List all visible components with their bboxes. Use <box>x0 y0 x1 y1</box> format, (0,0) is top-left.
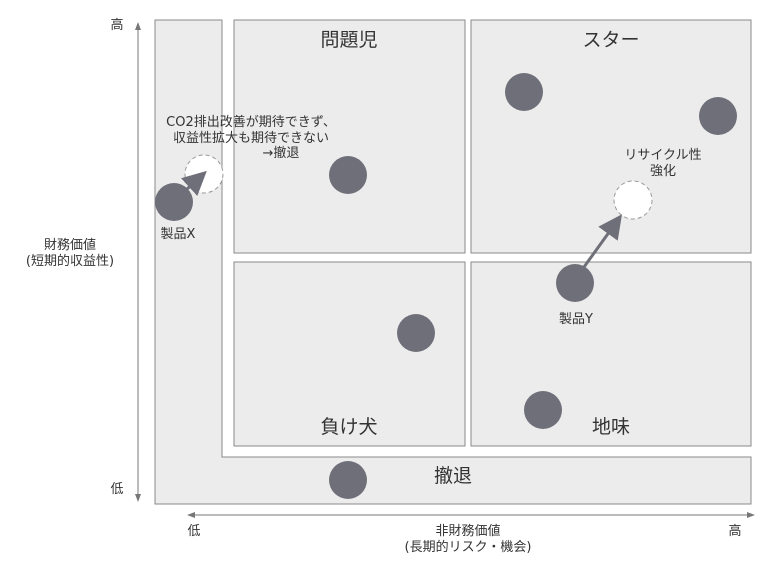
x-axis-title: 非財務価値 (長期的リスク・機会) <box>405 524 532 555</box>
product-x-label: 製品X <box>160 227 196 242</box>
product-x-circle <box>155 183 193 221</box>
note-line: 収益性拡大も期待できない <box>172 130 330 146</box>
axis-title-line: 財務価値 <box>43 238 96 253</box>
quadrant-plain <box>470 261 752 447</box>
label-dog: 負け犬 <box>320 416 378 438</box>
product-circle <box>699 97 737 135</box>
label-problem-child: 問題児 <box>320 29 378 51</box>
axis-title-line: (長期的リスク・機会) <box>404 539 532 555</box>
quadrant-problem-child <box>233 19 466 254</box>
product-y-circle <box>556 264 594 302</box>
quadrant-dog <box>233 261 466 447</box>
arrow-product-x <box>181 170 207 196</box>
x-high-label: 高 <box>728 524 742 539</box>
y-low-label: 低 <box>110 482 124 497</box>
product-circle <box>329 156 367 194</box>
axis-title-line: 非財務価値 <box>435 524 501 539</box>
x-low-label: 低 <box>187 524 201 539</box>
axis-title-line: (短期的収益性) <box>25 253 115 269</box>
y-axis-title: 財務価値 (短期的収益性) <box>26 238 114 269</box>
quadrant-star <box>470 19 752 254</box>
product-y-note: リサイクル性 強化 <box>624 148 701 179</box>
note-line: 強化 <box>649 163 677 179</box>
label-plain: 地味 <box>591 416 631 438</box>
note-line: リサイクル性 <box>624 148 702 163</box>
product-circle <box>397 314 435 352</box>
label-star: スター <box>582 29 640 51</box>
exit-region <box>154 19 752 505</box>
target-circle-y <box>613 180 653 220</box>
product-circle <box>505 73 543 111</box>
note-line: CO2排出改善が期待できず、 <box>166 115 336 130</box>
product-circle <box>329 461 367 499</box>
y-high-label: 高 <box>110 18 124 33</box>
arrow-product-y <box>582 214 623 268</box>
product-x-note: CO2排出改善が期待できず、 収益性拡大も期待できない →撤退 <box>166 115 336 162</box>
label-exit: 撤退 <box>433 465 473 487</box>
note-line: →撤退 <box>262 146 300 162</box>
product-circle <box>524 391 562 429</box>
product-y-label: 製品Y <box>559 312 593 327</box>
